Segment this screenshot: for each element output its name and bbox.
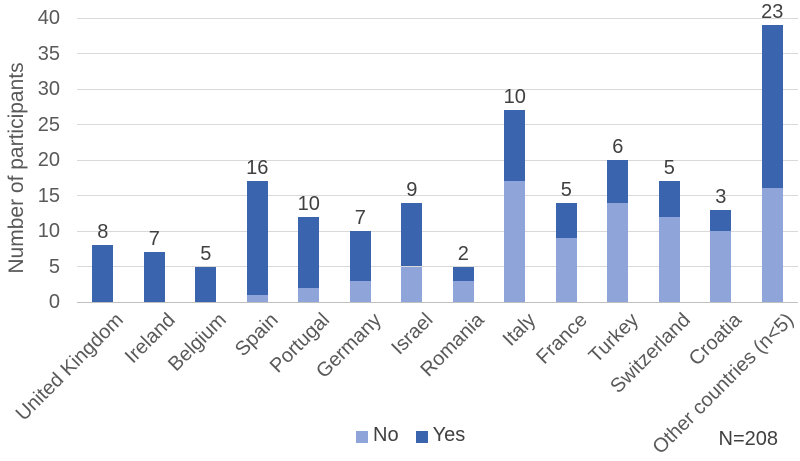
bar-segment-no (761, 188, 783, 302)
legend-label-yes: Yes (432, 424, 466, 446)
bar-value-label: 3 (715, 185, 727, 208)
bar-value-label: 5 (200, 242, 212, 265)
sample-size-annotation: N=208 (718, 428, 779, 450)
bar-value-label: 8 (97, 221, 109, 244)
bar-value-label: 5 (560, 178, 572, 201)
gridline (77, 159, 798, 161)
x-category-label: France (532, 309, 592, 369)
gridline (77, 88, 798, 90)
bar-segment-no (401, 266, 423, 302)
bar-segment-no (504, 181, 526, 302)
bar-segment-yes (710, 209, 732, 231)
bar-segment-yes (349, 231, 371, 281)
y-tick-label: 15 (37, 184, 60, 207)
legend-swatch-no (356, 430, 368, 443)
bar-value-label: 7 (148, 228, 160, 251)
bar-segment-no (607, 202, 629, 302)
y-tick-label: 35 (37, 42, 60, 65)
bar-value-label: 7 (354, 207, 366, 229)
bar-segment-no (710, 231, 732, 302)
y-tick-label: 20 (37, 149, 60, 171)
y-tick-label: 25 (37, 113, 60, 136)
bar-segment-yes (143, 252, 165, 302)
bar-segment-no (452, 280, 474, 302)
bar-segment-no (658, 216, 680, 302)
legend: No Yes (356, 424, 465, 447)
bar-value-label: 9 (406, 178, 418, 201)
bar-segment-yes (246, 181, 268, 295)
gridline (77, 17, 798, 19)
bar-segment-yes (298, 216, 320, 288)
bar-value-label: 2 (457, 242, 469, 265)
bar-value-label: 10 (297, 192, 320, 215)
y-tick-label: 0 (48, 291, 60, 313)
y-tick-label: 30 (37, 78, 60, 100)
x-category-label: Italy (498, 309, 541, 351)
bar-segment-yes (401, 202, 423, 267)
legend-label-no: No (373, 424, 399, 446)
gridline (77, 266, 798, 267)
bar-value-label: 6 (612, 136, 624, 158)
bar-segment-no (555, 238, 577, 302)
gridline (77, 195, 798, 196)
bar-value-label: 5 (663, 157, 675, 180)
gridline (77, 230, 798, 232)
gridline (77, 124, 798, 125)
bar-value-label: 23 (761, 1, 784, 24)
bar-segment-yes (92, 245, 114, 302)
gridline (77, 53, 798, 54)
bar-segment-yes (195, 266, 217, 302)
bar-value-label: 10 (503, 86, 526, 109)
bar-segment-yes (658, 181, 680, 217)
bar-segment-no (349, 280, 371, 302)
y-tick-label: 10 (37, 220, 60, 242)
bar-segment-yes (761, 25, 783, 189)
bar-segment-yes (452, 266, 474, 281)
y-tick-label: 40 (37, 7, 60, 29)
bar-segment-no (246, 294, 268, 302)
bar-segment-no (298, 287, 320, 302)
bar-segment-yes (555, 202, 577, 239)
bar-value-label: 16 (246, 157, 269, 180)
y-tick-label: 5 (48, 255, 60, 278)
x-category-label: United Kingdom (12, 309, 129, 426)
legend-swatch-yes (415, 430, 428, 443)
bar-segment-yes (504, 110, 526, 182)
x-axis-line (77, 301, 798, 303)
bar-segment-yes (607, 160, 629, 203)
